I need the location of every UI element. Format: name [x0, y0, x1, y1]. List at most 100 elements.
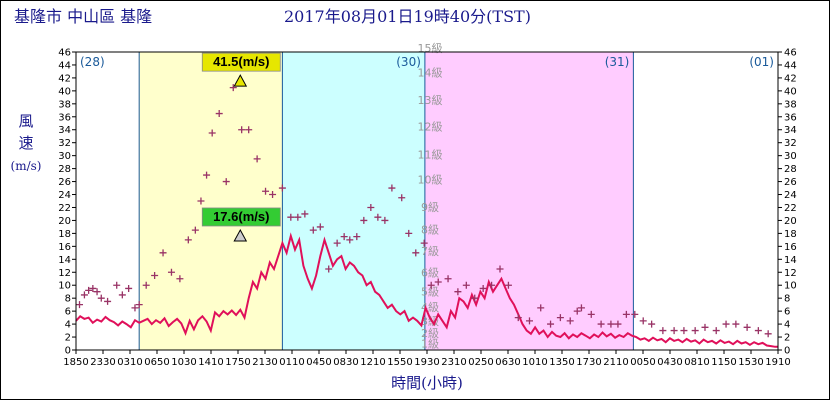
gust-point — [151, 272, 159, 279]
peak-label: 17.6(m/s) — [213, 209, 269, 224]
gust-point — [577, 304, 585, 312]
gust-point — [76, 301, 84, 309]
gust-point — [316, 223, 324, 231]
x-tick-label: 1850 — [63, 357, 88, 368]
gust-point — [367, 203, 375, 211]
y-tick-label: 30 — [58, 151, 71, 162]
gust-point — [405, 229, 413, 237]
gust-point — [222, 178, 230, 186]
gust-point — [176, 275, 184, 283]
gust-point — [135, 301, 143, 309]
gust-point — [104, 297, 112, 305]
y-tick-label: 8 — [65, 294, 71, 305]
gust-point — [381, 216, 389, 224]
gust-point — [479, 284, 487, 292]
y-tick-label-right: 42 — [784, 73, 797, 84]
gust-point — [125, 284, 133, 292]
beaufort-label: 7級 — [421, 245, 439, 258]
beaufort-label: 13級 — [418, 94, 443, 107]
gust-point — [670, 327, 678, 335]
y-tick-label: 44 — [58, 60, 71, 71]
gust-point — [743, 323, 751, 331]
x-tick-label: 0430 — [657, 357, 682, 368]
x-tick-label: 1730 — [576, 357, 601, 368]
gust-point — [360, 216, 368, 224]
gust-point — [547, 320, 555, 328]
y-axis-label-2: 速 — [18, 134, 33, 152]
y-tick-label-right: 24 — [784, 190, 797, 201]
x-tick-label: 1750 — [225, 357, 250, 368]
gust-point — [325, 265, 333, 273]
gust-point — [203, 171, 211, 179]
y-tick-label: 38 — [58, 99, 71, 110]
gust-point — [607, 320, 615, 328]
gust-point — [184, 236, 192, 244]
beaufort-label: 15級 — [418, 42, 443, 55]
gust-point — [229, 84, 237, 92]
gust-point — [93, 288, 101, 296]
peak-label-box — [201, 52, 281, 72]
gust-point — [648, 320, 656, 328]
x-tick-label: 2330 — [90, 357, 115, 368]
y-tick-label: 40 — [58, 86, 71, 97]
annotations: 41.5(m/s) 17.6(m/s) — [201, 52, 281, 242]
gust-point — [97, 294, 105, 302]
y-tick-label-right: 2 — [784, 333, 790, 344]
gust-point — [639, 317, 647, 325]
station-title: 基隆市 中山區 基隆 — [14, 7, 152, 26]
y-tick-label-right: 32 — [784, 138, 797, 149]
gust-point — [191, 226, 199, 234]
x-tick-label: 2130 — [252, 357, 277, 368]
gust-point — [537, 304, 545, 312]
gust-point — [353, 233, 361, 241]
y-tick-label: 14 — [58, 255, 71, 266]
x-tick-label: 1930 — [414, 357, 439, 368]
gust-point — [597, 320, 605, 328]
y-tick-label-right: 30 — [784, 151, 797, 162]
peak-marker — [233, 228, 248, 242]
gust-point — [238, 126, 246, 134]
x-tick-label: 0830 — [333, 357, 358, 368]
gust-point — [614, 320, 622, 328]
datetime-title: 2017年08月01日19時40分(TST) — [284, 7, 531, 26]
day-band — [76, 52, 140, 350]
gust-point — [208, 129, 216, 137]
gust-point — [525, 317, 533, 325]
y-tick-label: 0 — [65, 346, 71, 357]
gust-point — [197, 197, 205, 205]
y-tick-label-right: 36 — [784, 112, 797, 123]
gust-point — [488, 281, 496, 289]
beaufort-label: 2級 — [421, 327, 439, 340]
gust-point — [504, 281, 512, 289]
x-tick-label: 0810 — [684, 357, 709, 368]
peak-marker — [233, 74, 248, 87]
gust-point — [412, 249, 420, 257]
y-tick-label: 32 — [58, 138, 71, 149]
y-tick-label-right: 18 — [784, 229, 797, 240]
gust-point — [454, 288, 462, 296]
y-tick-label: 42 — [58, 73, 71, 84]
gust-point — [301, 210, 309, 218]
x-tick-label: 0630 — [495, 357, 520, 368]
day-band — [424, 52, 634, 350]
x-tick-label: 1550 — [387, 357, 412, 368]
y-tick-label: 24 — [58, 190, 71, 201]
y-tick-label-right: 46 — [784, 48, 797, 59]
gust-point — [388, 184, 396, 192]
y-tick-label-right: 12 — [784, 268, 797, 279]
y-tick-label-right: 8 — [784, 294, 790, 305]
gust-point — [754, 327, 762, 335]
gust-point — [80, 291, 88, 299]
beaufort-label: 14級 — [418, 67, 443, 80]
y-tick-label-right: 28 — [784, 164, 797, 175]
x-tick-label: 1010 — [522, 357, 547, 368]
x-tick-label: 0650 — [144, 357, 169, 368]
plot-background: (28)(29)(30)(31)(01) — [76, 52, 778, 350]
y-tick-label: 36 — [58, 112, 71, 123]
x-axis-label: 時間(小時) — [391, 374, 463, 392]
x-tick-label: 1150 — [711, 357, 736, 368]
beaufort-label: 9級 — [421, 201, 439, 214]
y-tick-label: 18 — [58, 229, 71, 240]
y-tick-label-right: 20 — [784, 216, 797, 227]
gust-point — [556, 314, 564, 322]
